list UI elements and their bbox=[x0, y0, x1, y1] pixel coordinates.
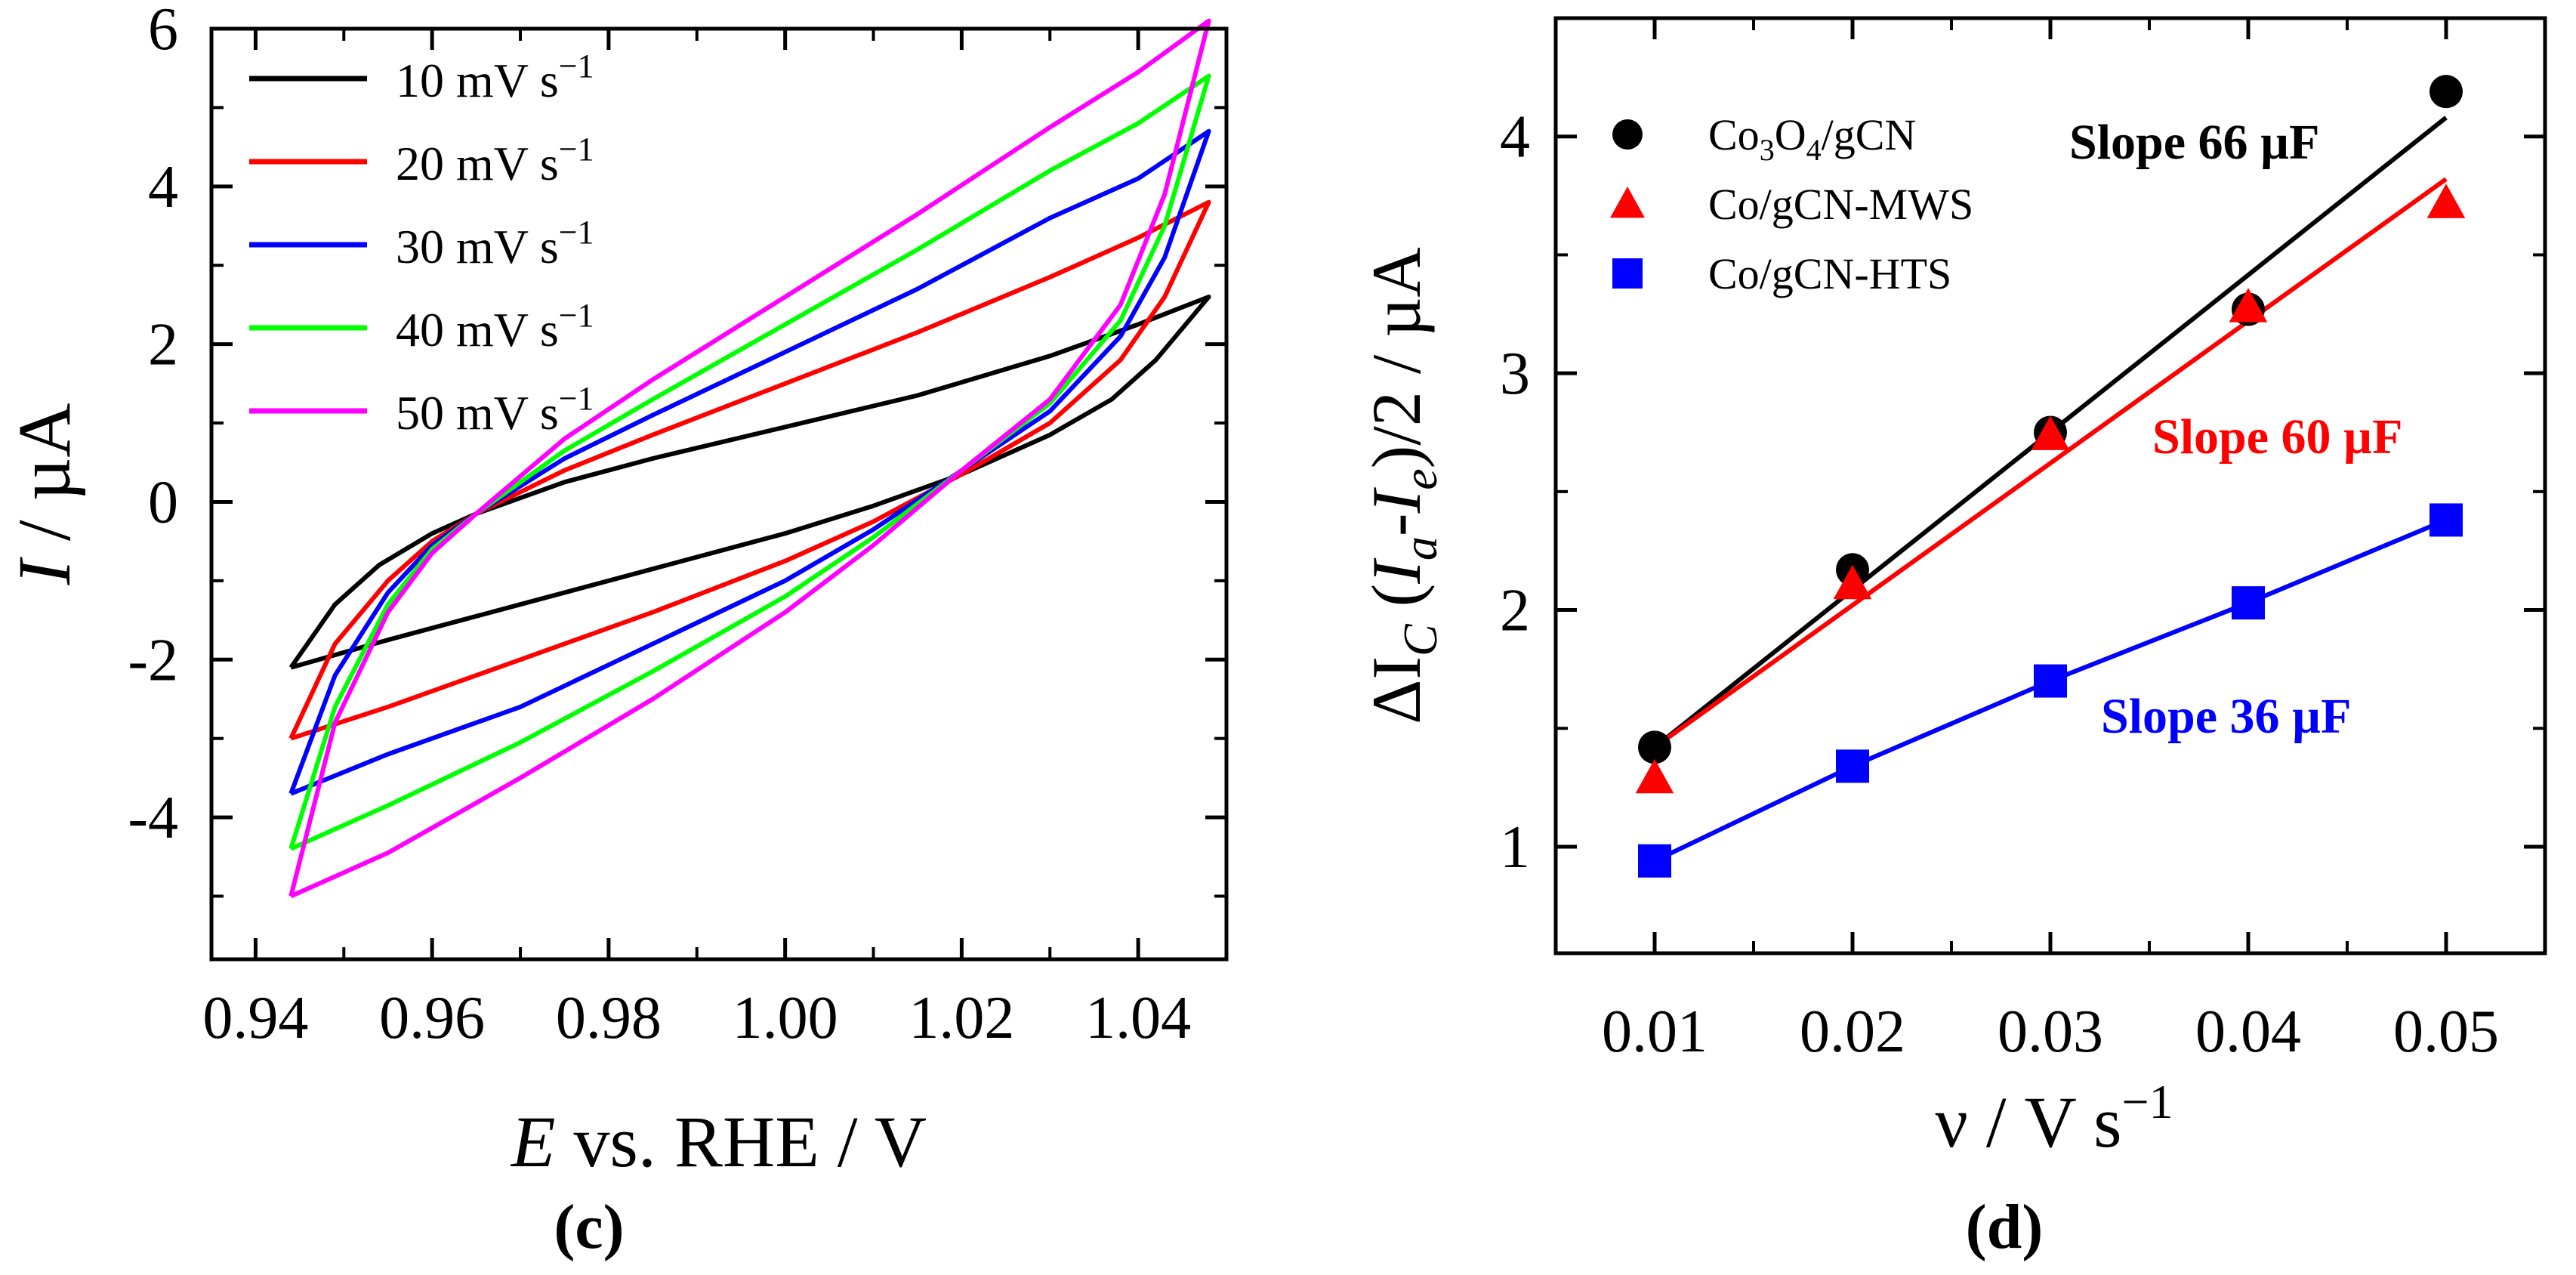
d-x-tick-label: 0.04 bbox=[2195, 999, 2301, 1065]
data-point-Co/gCN-MWS bbox=[1833, 564, 1872, 600]
c-x-tick-label: 1.00 bbox=[733, 985, 838, 1051]
panel-d-points bbox=[1635, 75, 2466, 878]
legend-marker-Co/gCN-HTS bbox=[1612, 258, 1643, 289]
legend-label-10mv: 10 mV s−1 bbox=[396, 48, 594, 107]
d-y-tick-label: 1 bbox=[1500, 814, 1530, 881]
panel-d-legend: Co3O4/gCN Co/gCN-MWS Co/gCN-HTS bbox=[1610, 110, 1973, 298]
data-point-Co3O4/gCN bbox=[2429, 75, 2463, 109]
panel-c-y-axis-label: I / µA bbox=[2, 403, 86, 586]
c-x-tick-label: 0.98 bbox=[556, 985, 662, 1051]
panel-c-tick-labels: 0.94 0.96 0.98 1.00 1.02 1.04 6 4 2 0 -2 -4 bbox=[128, 0, 1191, 1051]
panel-c-chart: 0.94 0.96 0.98 1.00 1.02 1.04 6 4 2 0 -2 -4 10 mV s… bbox=[2, 0, 1229, 1262]
d-y-tick-label: 3 bbox=[1500, 341, 1530, 407]
d-x-tick-label: 0.02 bbox=[1800, 999, 1905, 1065]
data-point-Co/gCN-HTS bbox=[2034, 664, 2067, 698]
legend-label-50mv: 50 mV s−1 bbox=[396, 380, 594, 440]
panel-d-x-axis-label: ν / V s−1 bbox=[1935, 1075, 2173, 1162]
cv-curve-10mv bbox=[288, 295, 1211, 670]
slope-annotation-co3o4: Slope 66 µF bbox=[2069, 115, 2319, 170]
d-x-tick-label: 0.03 bbox=[1998, 999, 2103, 1065]
data-point-Co/gCN-MWS bbox=[2426, 184, 2466, 218]
legend-label-Co/gCN-HTS: Co/gCN-HTS bbox=[1708, 249, 1951, 298]
c-y-tick-label: -4 bbox=[128, 785, 178, 851]
fit-line-Co/gCN-MWS bbox=[1653, 177, 2448, 749]
d-y-tick-label: 2 bbox=[1500, 578, 1530, 644]
legend-marker-Co3O4/gCN bbox=[1612, 119, 1643, 150]
cv-curve-50mv bbox=[288, 18, 1211, 899]
panel-c-label: (c) bbox=[554, 1192, 624, 1262]
panel-d-y-axis-label: ΔIC (Ia-Ie)/2 / µA bbox=[1358, 247, 1447, 724]
c-y-tick-label: 0 bbox=[148, 469, 178, 536]
panel-d-ticks bbox=[1556, 18, 2545, 953]
slope-annotation-hts: Slope 36 µF bbox=[2101, 689, 2351, 744]
legend-label-40mv: 40 mV s−1 bbox=[396, 297, 594, 357]
data-point-Co/gCN-MWS bbox=[1635, 758, 1674, 794]
c-x-tick-label: 0.94 bbox=[202, 985, 308, 1051]
panel-c-legend: 10 mV s−1 20 mV s−1 30 mV s−1 40 mV s−1 50 m… bbox=[249, 48, 594, 440]
legend-marker-Co/gCN-MWS bbox=[1610, 187, 1645, 218]
panel-c-x-axis-label: E vs. RHE / V bbox=[510, 1101, 927, 1182]
d-x-tick-label: 0.05 bbox=[2393, 999, 2499, 1065]
slope-annotation-mws: Slope 60 µF bbox=[2152, 409, 2402, 465]
c-y-tick-label: 6 bbox=[148, 0, 178, 63]
panel-d-chart: 0.01 0.02 0.03 0.04 0.05 4 3 2 1 Co3O4/gCN Co/gCN… bbox=[1358, 16, 2547, 1262]
data-point-Co/gCN-MWS bbox=[2031, 415, 2070, 450]
data-point-Co/gCN-HTS bbox=[2429, 503, 2463, 537]
data-point-Co3O4/gCN bbox=[1638, 730, 1671, 764]
legend-label-30mv: 30 mV s−1 bbox=[396, 214, 594, 273]
panel-c-ticks bbox=[211, 26, 1226, 959]
data-point-Co/gCN-MWS bbox=[2229, 288, 2268, 323]
legend-label-Co3O4/gCN: Co3O4/gCN bbox=[1708, 110, 1916, 167]
data-point-Co/gCN-HTS bbox=[2232, 586, 2265, 620]
panel-d-label: (d) bbox=[1966, 1192, 2044, 1262]
panel-c-series bbox=[288, 18, 1211, 899]
c-x-tick-label: 0.96 bbox=[379, 985, 485, 1051]
c-y-tick-label: 2 bbox=[148, 312, 178, 378]
c-x-tick-label: 1.04 bbox=[1085, 985, 1191, 1051]
c-x-tick-label: 1.02 bbox=[909, 985, 1014, 1051]
panel-c-frame bbox=[209, 26, 1229, 962]
d-y-tick-label: 4 bbox=[1500, 104, 1530, 171]
panel-d-tick-labels: 0.01 0.02 0.03 0.04 0.05 4 3 2 1 bbox=[1500, 104, 2499, 1065]
legend-label-Co/gCN-MWS: Co/gCN-MWS bbox=[1708, 180, 1973, 229]
legend-label-20mv: 20 mV s−1 bbox=[396, 131, 594, 190]
c-y-tick-label: -2 bbox=[128, 627, 178, 693]
d-x-tick-label: 0.01 bbox=[1602, 999, 1708, 1065]
data-point-Co/gCN-HTS bbox=[1638, 844, 1671, 878]
data-point-Co/gCN-HTS bbox=[1836, 749, 1869, 783]
c-y-tick-label: 4 bbox=[148, 154, 178, 221]
